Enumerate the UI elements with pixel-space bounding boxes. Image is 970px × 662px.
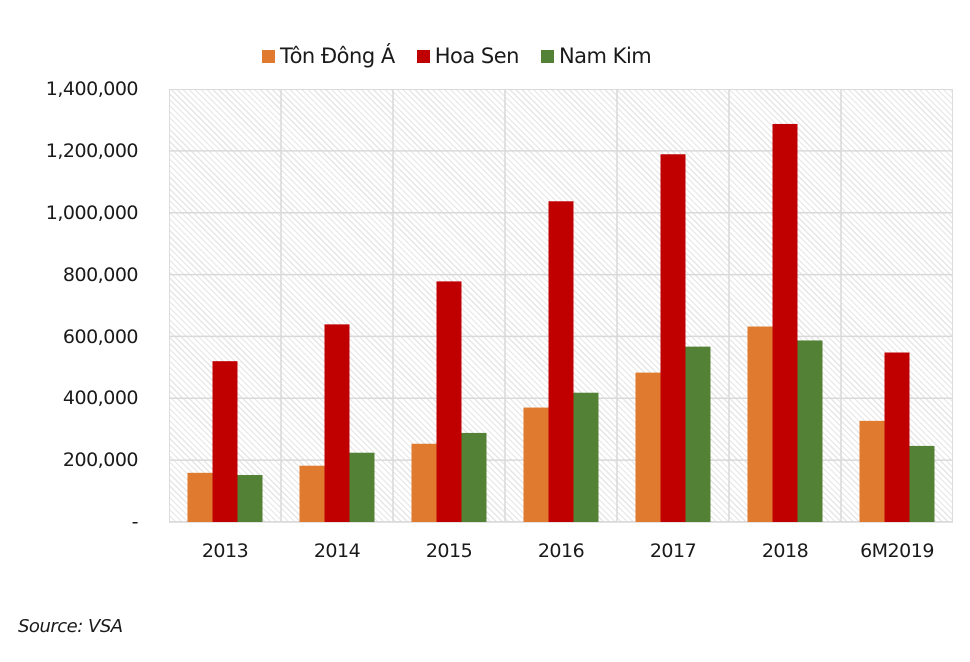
bar [635, 372, 661, 522]
bar [884, 352, 910, 522]
bar [573, 392, 599, 522]
bar [237, 474, 263, 522]
y-tick-label: 400,000 [62, 387, 139, 409]
legend-item-hoa-sen: Hoa Sen [416, 44, 520, 68]
y-tick-label: 200,000 [62, 449, 139, 471]
x-tick-label: 2018 [761, 540, 809, 562]
legend-label: Tôn Đông Á [280, 44, 395, 68]
bar [909, 445, 935, 522]
chart-legend: Tôn Đông Á Hoa Sen Nam Kim [262, 44, 652, 68]
bar [212, 361, 238, 522]
bar [299, 465, 325, 522]
legend-label: Hoa Sen [434, 44, 520, 68]
bar [660, 154, 686, 522]
bar [411, 443, 437, 522]
bar [747, 326, 773, 522]
bar [324, 324, 350, 522]
bar [349, 452, 375, 522]
bar [797, 340, 823, 522]
bar [436, 281, 462, 522]
x-tick-label: 2017 [649, 540, 697, 562]
legend-swatch-red [416, 49, 430, 63]
legend-label: Nam Kim [558, 44, 652, 68]
bar-chart [169, 89, 953, 523]
legend-swatch-green [540, 49, 554, 63]
x-tick-label: 6M2019 [860, 540, 934, 562]
y-tick-label: 600,000 [62, 326, 139, 348]
y-tick-label: 1,400,000 [45, 78, 139, 100]
x-tick-label: 2013 [201, 540, 249, 562]
bar [772, 123, 798, 523]
x-tick-label: 2016 [537, 540, 585, 562]
bar [461, 432, 487, 522]
legend-item-nam-kim: Nam Kim [540, 44, 652, 68]
legend-swatch-orange [262, 49, 275, 63]
bar [685, 346, 711, 522]
bar [859, 420, 885, 522]
y-tick-label: 1,200,000 [45, 140, 139, 162]
x-tick-label: 2015 [425, 540, 473, 562]
y-tick-label: 1,000,000 [45, 202, 139, 224]
bar [523, 407, 549, 522]
y-tick-label: - [131, 511, 139, 533]
bar [548, 201, 574, 522]
bar [187, 472, 213, 522]
legend-item-ton-dong-a: Tôn Đông Á [262, 44, 395, 68]
y-tick-label: 800,000 [62, 264, 139, 286]
source-note: Source: VSA [18, 616, 123, 637]
x-tick-label: 2014 [313, 540, 361, 562]
